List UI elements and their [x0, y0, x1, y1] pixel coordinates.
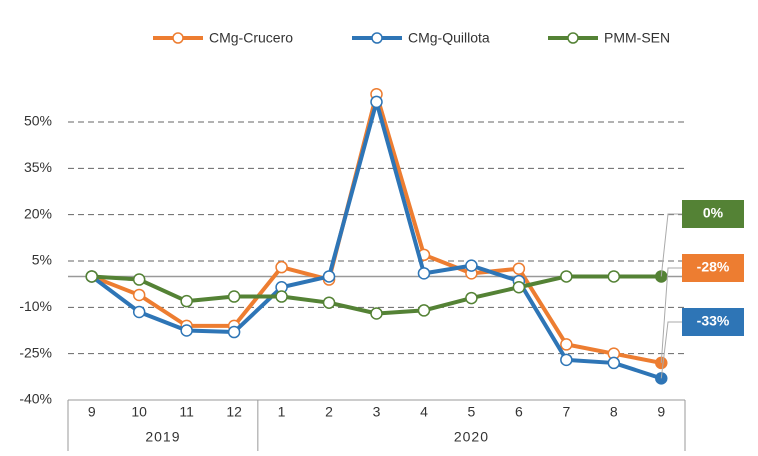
- x-tick-label: 9: [88, 404, 96, 420]
- end-label: -33%: [697, 313, 730, 329]
- point: [275, 290, 288, 303]
- leader: [660, 267, 682, 363]
- end-label-box: [682, 200, 744, 228]
- y-tick-label: -25%: [19, 344, 52, 360]
- point: [465, 259, 478, 272]
- point: [132, 305, 146, 319]
- x-tick-label: 4: [420, 404, 428, 420]
- series-line: [90, 99, 662, 381]
- x-tick-label: 8: [610, 404, 618, 420]
- legend-label: PMM-SEN: [604, 30, 670, 46]
- x-tick-label: 1: [278, 404, 286, 420]
- point: [607, 356, 621, 370]
- x-tick-label: 2: [325, 404, 333, 420]
- legend-marker: [567, 32, 579, 44]
- point: [370, 307, 383, 320]
- x-tick-label: 7: [562, 404, 570, 420]
- y-tick-label: 20%: [24, 205, 52, 221]
- end-label: -28%: [697, 259, 730, 275]
- point: [132, 273, 146, 286]
- x-tick-label: 3: [373, 404, 381, 420]
- point: [512, 281, 526, 294]
- point: [322, 270, 336, 283]
- x-tick-label: 11: [179, 404, 194, 420]
- group-label: 2019: [145, 429, 180, 445]
- point: [560, 338, 573, 351]
- y-tick-label: -10%: [19, 298, 52, 314]
- y-tick-label: 50%: [24, 113, 52, 129]
- legend-label: CMg-Crucero: [209, 30, 293, 46]
- y-tick-label: 5%: [32, 252, 52, 268]
- point: [275, 260, 288, 274]
- end-label: 0%: [703, 205, 724, 221]
- x-tick-label: 12: [226, 404, 242, 420]
- x-tick-label: 6: [515, 404, 523, 420]
- point: [465, 291, 478, 305]
- point: [560, 353, 573, 367]
- point: [512, 262, 526, 275]
- point: [322, 296, 336, 309]
- point: [180, 324, 193, 337]
- point: [560, 270, 573, 283]
- point: [132, 288, 146, 302]
- point: [417, 267, 431, 280]
- point: [607, 270, 621, 283]
- legend-label: CMg-Quillota: [408, 30, 490, 46]
- series-line: [91, 92, 662, 365]
- point: [227, 325, 241, 339]
- point: [227, 290, 241, 303]
- y-tick-label: -40%: [19, 391, 52, 407]
- point: [180, 294, 193, 308]
- point: [417, 304, 431, 317]
- legend-marker: [172, 32, 184, 44]
- point: [370, 95, 383, 109]
- leader: [660, 321, 682, 379]
- group-label: 2020: [454, 429, 489, 445]
- x-tick-label: 10: [131, 404, 147, 420]
- point: [85, 270, 98, 283]
- x-tick-label: 9: [657, 404, 665, 420]
- y-tick-label: 35%: [24, 159, 52, 175]
- x-tick-label: 5: [468, 404, 476, 420]
- end-label-box: [682, 308, 744, 336]
- legend-marker: [371, 32, 383, 44]
- end-label-box: [682, 254, 744, 282]
- leader: [660, 213, 682, 277]
